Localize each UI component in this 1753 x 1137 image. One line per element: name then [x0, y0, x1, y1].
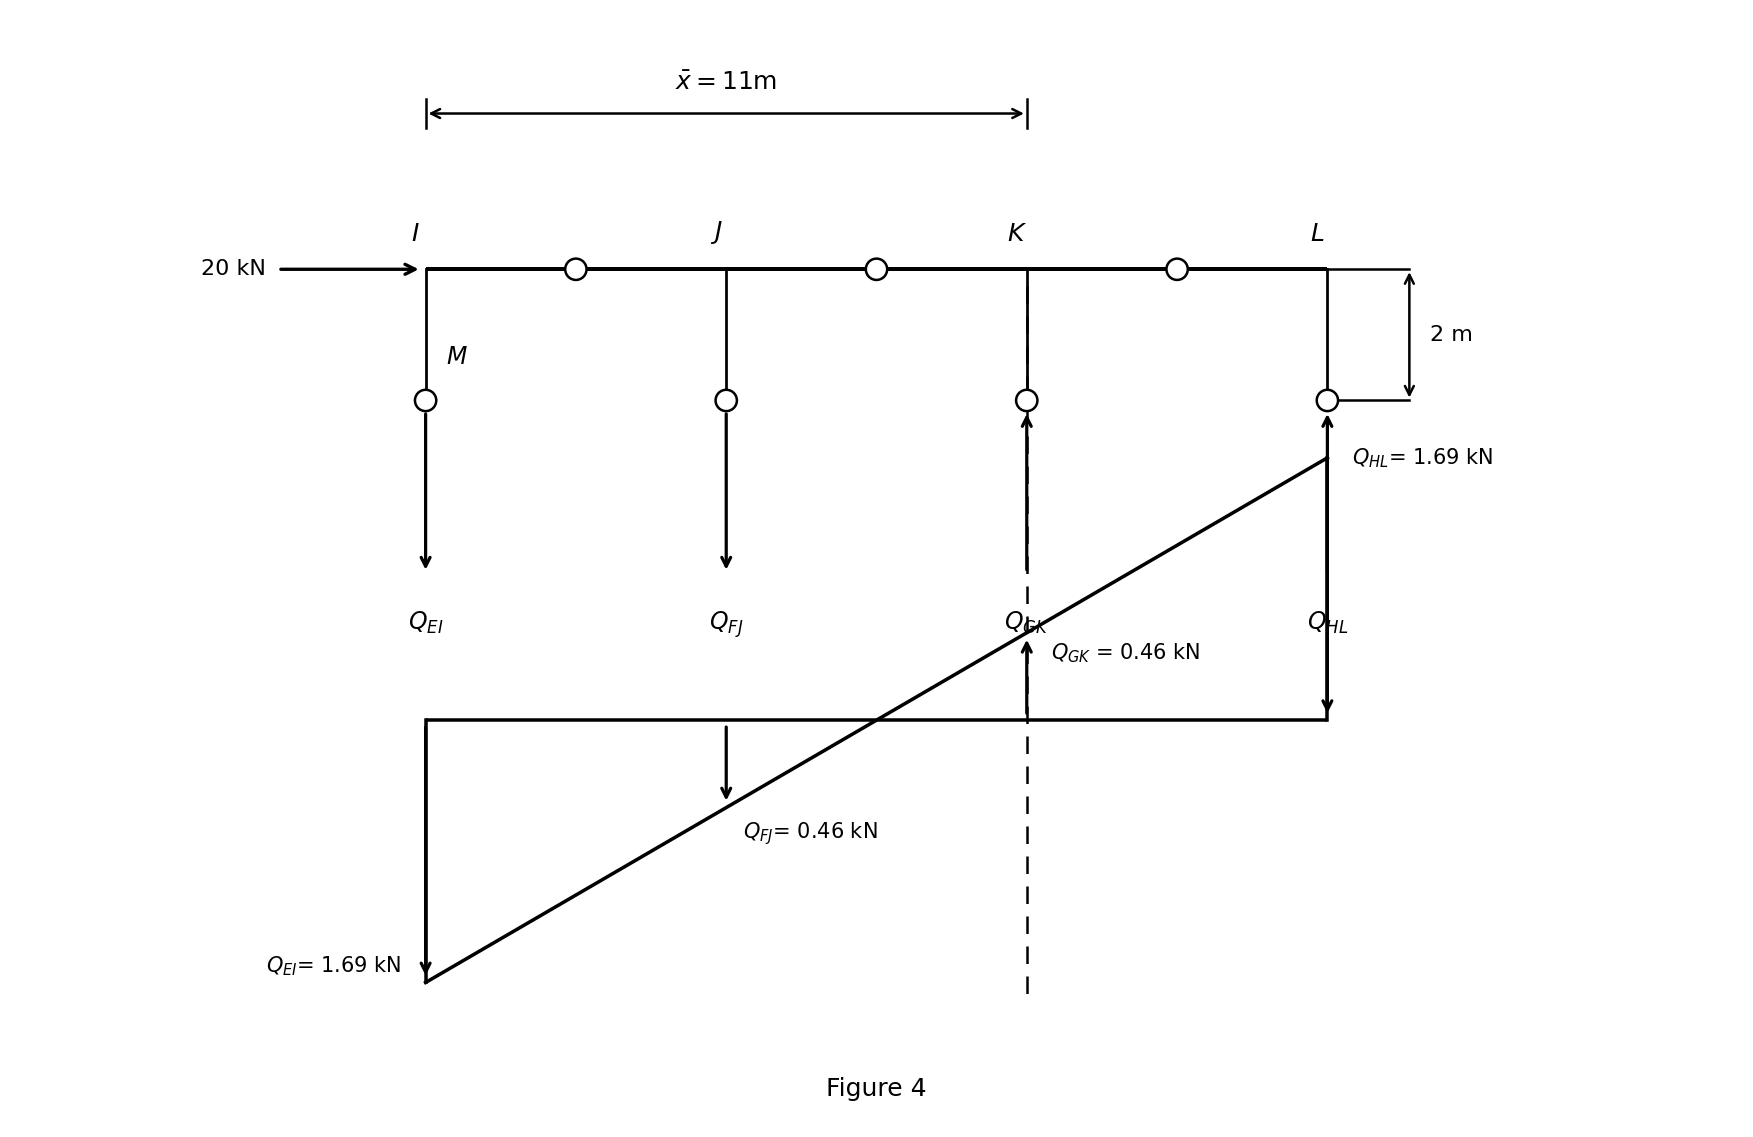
- Text: $\bar{x}=11\mathrm{m}$: $\bar{x}=11\mathrm{m}$: [675, 72, 777, 96]
- Text: $Q_{EI}$= 1.69 kN: $Q_{EI}$= 1.69 kN: [266, 954, 401, 978]
- Text: $Q_{EI}$: $Q_{EI}$: [408, 609, 444, 636]
- Text: $Q_{FJ}$= 0.46 kN: $Q_{FJ}$= 0.46 kN: [743, 820, 876, 847]
- Text: $Q_{GK}$: $Q_{GK}$: [1004, 609, 1050, 636]
- Text: $L$: $L$: [1309, 223, 1325, 247]
- Text: $K$: $K$: [1006, 223, 1027, 247]
- Circle shape: [415, 390, 436, 412]
- Text: $Q_{FJ}$: $Q_{FJ}$: [708, 609, 743, 640]
- Text: 2 m: 2 m: [1430, 325, 1473, 345]
- Circle shape: [1317, 390, 1338, 412]
- Text: $Q_{HL}$= 1.69 kN: $Q_{HL}$= 1.69 kN: [1352, 446, 1494, 470]
- Text: Figure 4: Figure 4: [826, 1077, 927, 1101]
- Circle shape: [564, 258, 587, 280]
- Text: $Q_{GK}$ = 0.46 kN: $Q_{GK}$ = 0.46 kN: [1052, 641, 1201, 664]
- Circle shape: [866, 258, 887, 280]
- Text: $J$: $J$: [710, 219, 722, 247]
- Text: $I$: $I$: [412, 223, 421, 247]
- Text: $Q_{HL}$: $Q_{HL}$: [1306, 609, 1348, 636]
- Text: $M$: $M$: [445, 346, 468, 370]
- Circle shape: [1166, 258, 1189, 280]
- Circle shape: [1017, 390, 1038, 412]
- Circle shape: [715, 390, 736, 412]
- Text: 20 kN: 20 kN: [202, 259, 266, 280]
